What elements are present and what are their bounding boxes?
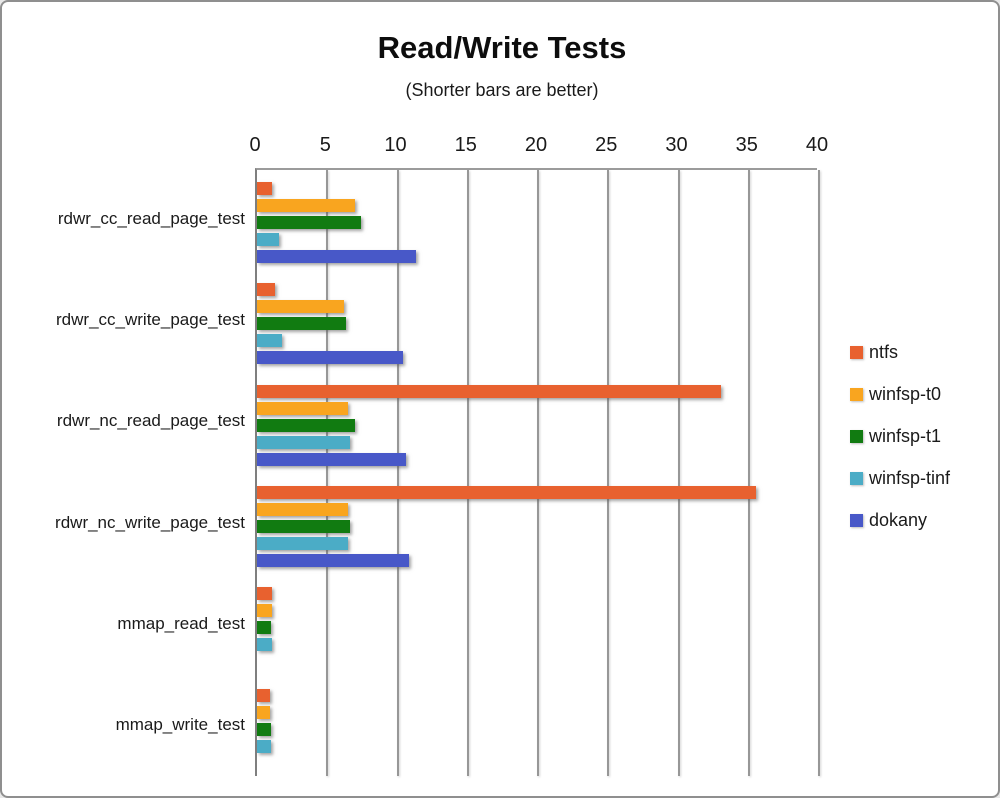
bar-winfsp-tinf	[257, 436, 350, 449]
bar-winfsp-tinf	[257, 537, 348, 550]
gridline	[607, 170, 610, 776]
category-label: mmap_write_test	[115, 715, 245, 735]
x-axis-tick-label: 15	[454, 134, 477, 156]
x-axis-tick-label: 25	[595, 134, 618, 156]
legend-swatch-dokany	[850, 513, 863, 527]
bar-winfsp-t0	[257, 300, 344, 313]
x-axis-tick-label: 35	[735, 134, 758, 156]
legend-swatch-winfsp-t0	[850, 387, 863, 401]
chart-title: Read/Write Tests	[377, 30, 627, 65]
bar-dokany	[257, 250, 416, 263]
x-axis-tick-labels: 0 5 10 15 20 25 30 35 40	[249, 134, 828, 160]
legend-item-winfsp-t1: winfsp-t1	[850, 424, 950, 448]
gridline	[396, 170, 399, 776]
legend-label: winfsp-tinf	[869, 467, 951, 488]
gridline	[537, 170, 539, 776]
legend-label: ntfs	[869, 341, 899, 362]
legend-item-ntfs: ntfs	[850, 340, 950, 364]
bar-ntfs	[257, 587, 272, 600]
legend-item-winfsp-tinf: winfsp-tinf	[850, 466, 950, 490]
bar-winfsp-tinf	[257, 638, 272, 651]
chart-subtitle: (Shorter bars are better)	[405, 80, 599, 100]
bar-ntfs	[257, 385, 721, 398]
gridline	[677, 170, 680, 776]
bar-winfsp-t0	[257, 199, 355, 212]
x-axis-tick-label: 40	[805, 134, 829, 156]
bar-dokany	[257, 453, 406, 466]
legend-item-winfsp-t0: winfsp-t0	[850, 382, 950, 406]
legend: ntfs winfsp-t0 winfsp-t1 winfsp-tinf dokany	[850, 340, 950, 550]
bar-winfsp-tinf	[257, 233, 279, 246]
plot-area	[255, 168, 820, 776]
bar-winfsp-tinf	[257, 334, 282, 347]
bar-winfsp-t1	[257, 723, 271, 736]
bar-winfsp-t0	[257, 604, 272, 617]
legend-swatch-winfsp-t1	[850, 429, 863, 443]
legend-swatch-ntfs	[850, 345, 863, 359]
category-label: rdwr_nc_write_page_test	[55, 512, 245, 532]
gridline	[326, 170, 329, 776]
bar-ntfs	[257, 486, 756, 499]
y-axis-category-labels: rdwr_cc_read_page_test rdwr_cc_write_page…	[2, 168, 245, 776]
bar-winfsp-t1	[257, 419, 355, 432]
bar-dokany	[257, 351, 403, 364]
legend-swatch-winfsp-tinf	[850, 471, 863, 485]
legend-label: winfsp-t0	[869, 383, 942, 404]
bar-winfsp-t0	[257, 402, 348, 415]
bar-winfsp-t1	[257, 317, 346, 330]
x-axis-tick-label: 20	[524, 134, 548, 156]
bar-winfsp-tinf	[257, 740, 271, 753]
category-label: rdwr_nc_read_page_test	[56, 411, 245, 431]
gridline	[466, 170, 469, 776]
legend-label: dokany	[869, 509, 928, 530]
bar-winfsp-t1	[257, 520, 350, 533]
category-label: rdwr_cc_read_page_test	[57, 208, 245, 228]
bar-winfsp-t0	[257, 503, 348, 516]
x-axis-tick-label: 10	[384, 134, 407, 156]
x-axis-tick-label: 0	[249, 134, 261, 156]
x-axis-tick-label: 5	[319, 134, 331, 156]
bar-ntfs	[257, 182, 272, 195]
bar-ntfs	[257, 283, 275, 296]
legend-item-dokany: dokany	[850, 508, 950, 532]
x-axis-tick-label: 30	[665, 134, 688, 156]
bar-winfsp-t1	[257, 216, 361, 229]
category-label: rdwr_cc_write_page_test	[56, 309, 245, 329]
bar-winfsp-t0	[257, 706, 270, 719]
bar-dokany	[257, 554, 409, 567]
gridline	[818, 170, 820, 776]
bar-winfsp-t1	[257, 621, 271, 634]
gridline	[747, 170, 750, 776]
category-label: mmap_read_test	[117, 613, 245, 633]
bar-ntfs	[257, 689, 270, 702]
legend-label: winfsp-t1	[869, 425, 942, 446]
